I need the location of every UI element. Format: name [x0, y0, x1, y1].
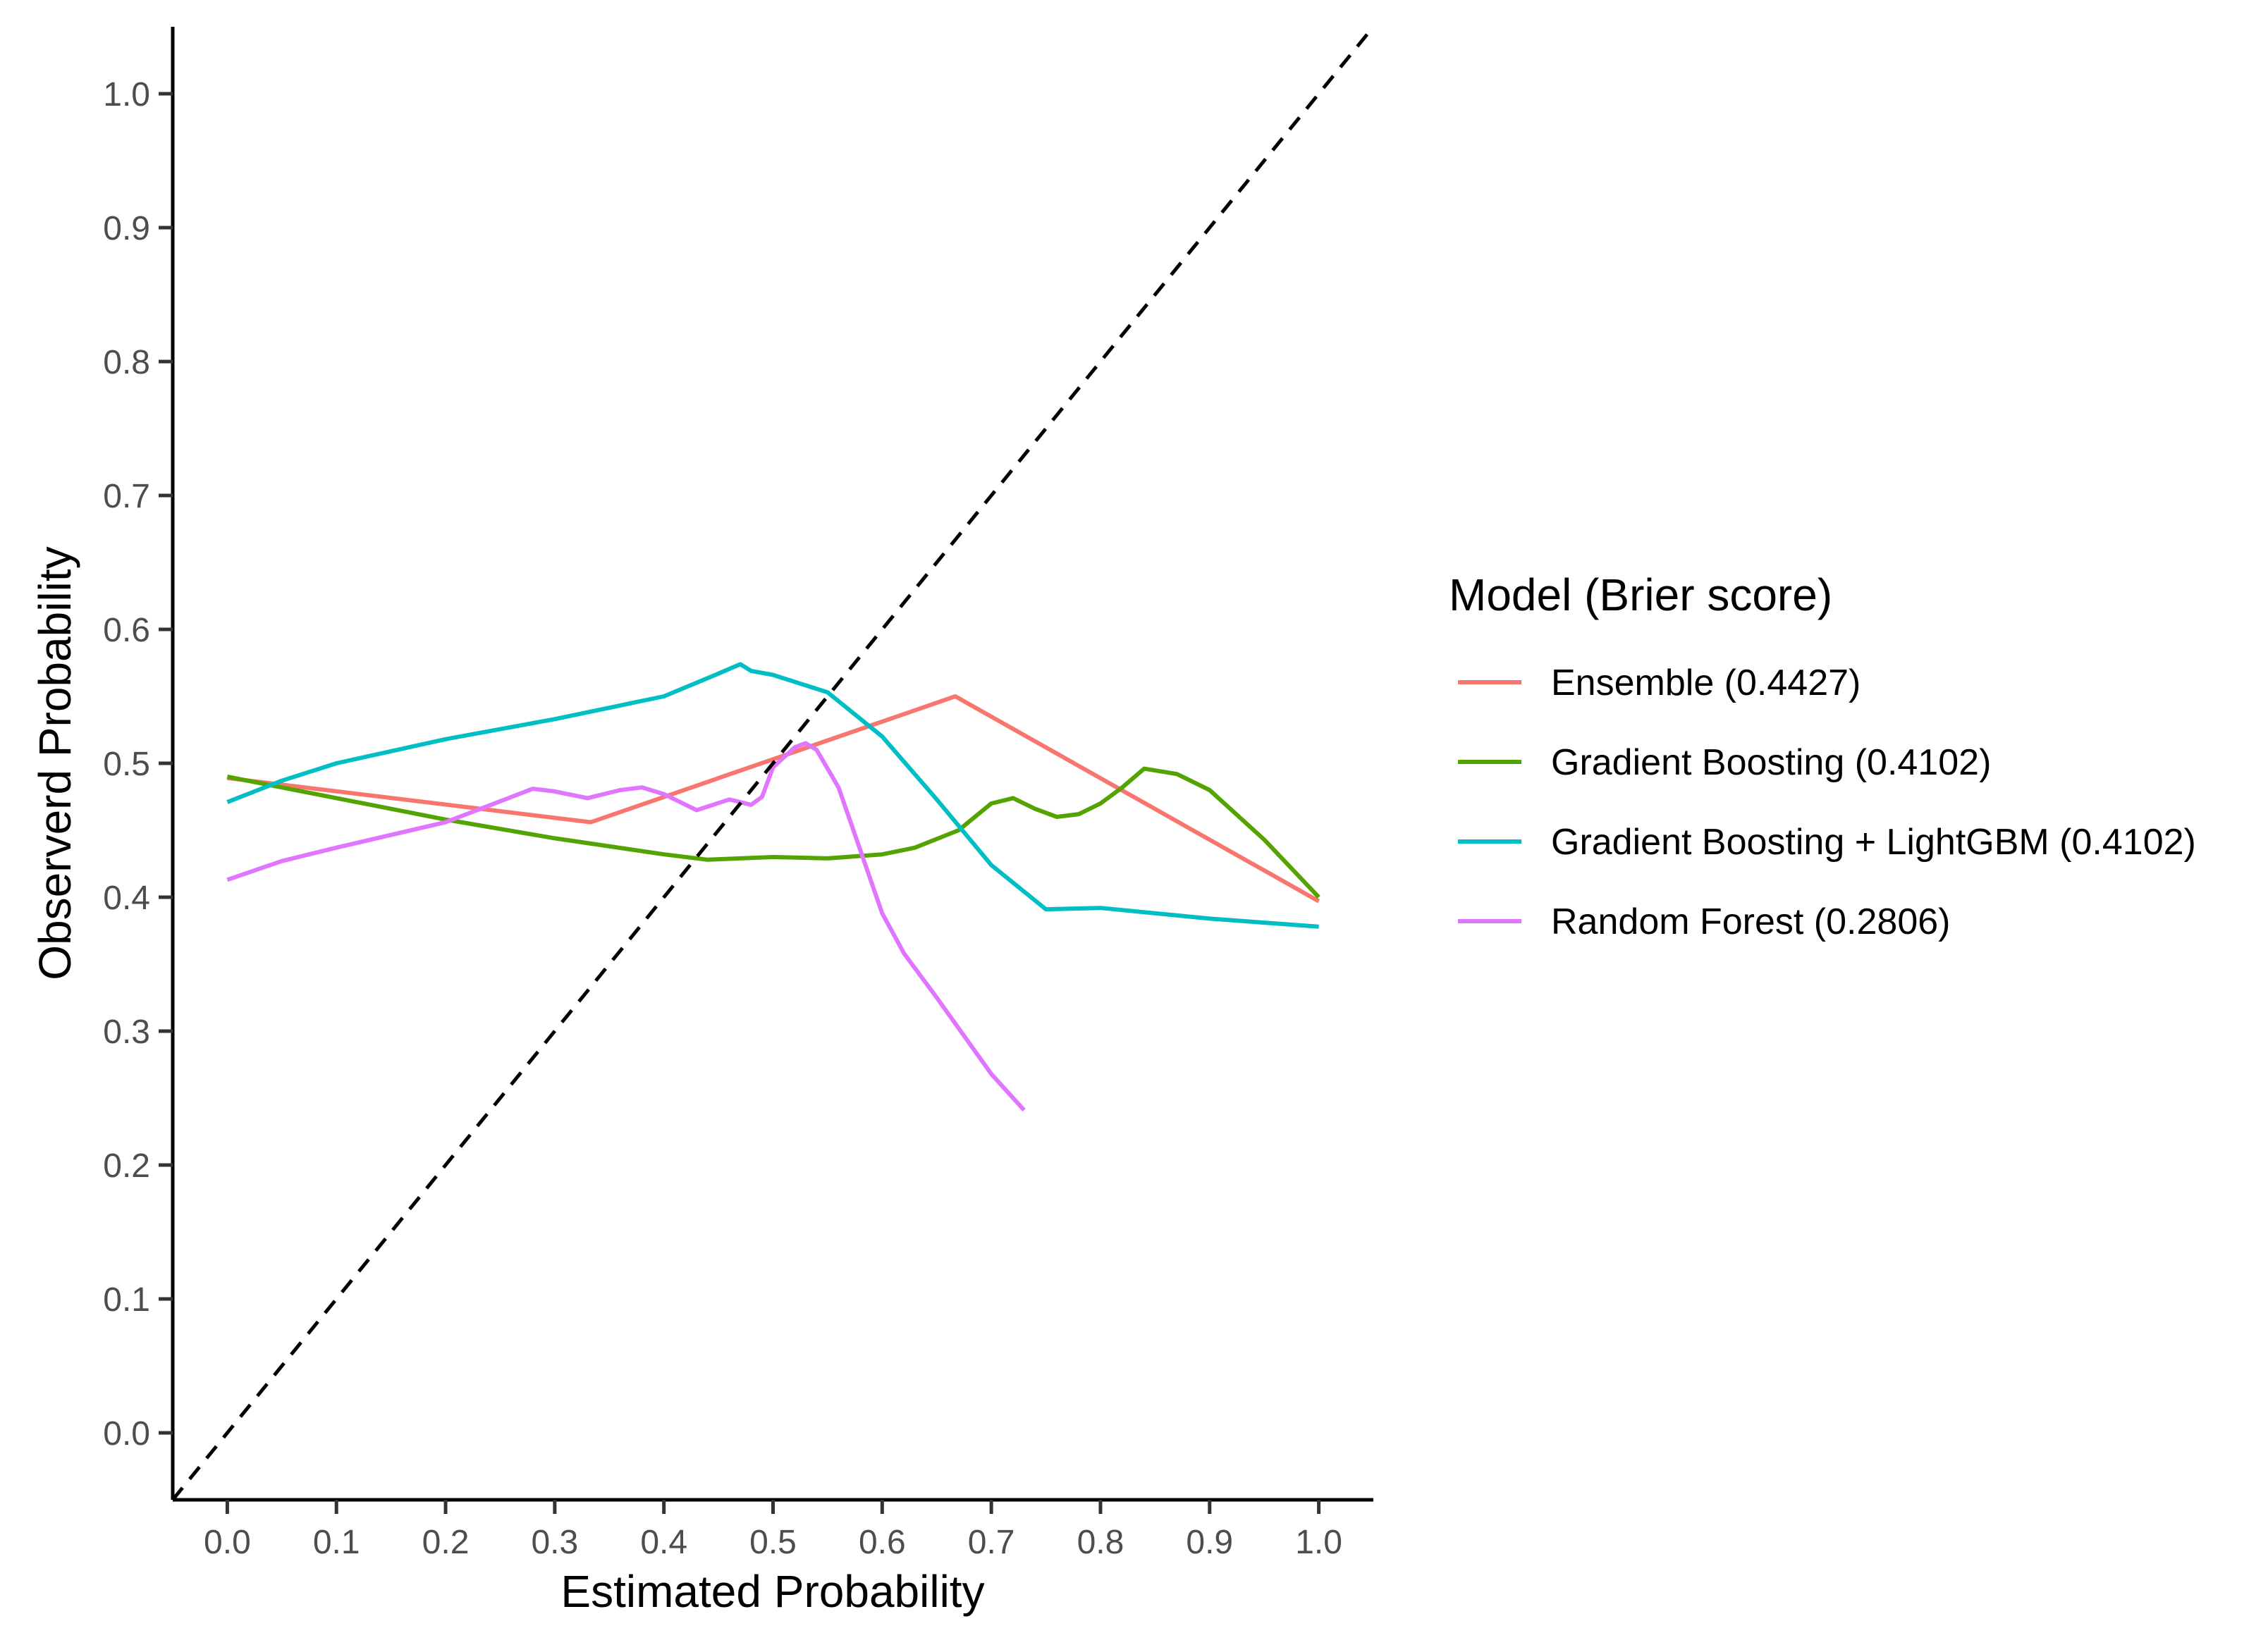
series-line-3 — [226, 741, 1026, 1112]
legend-label-2: Gradient Boosting + LightGBM (0.4102) — [1551, 822, 2196, 863]
x-axis-title: Estimated Probability — [560, 1566, 984, 1617]
y-tick-label: 0.2 — [103, 1147, 150, 1185]
y-tick-label: 0.9 — [103, 210, 150, 247]
series-layer — [226, 662, 1320, 1112]
y-tick-label: 1.0 — [103, 76, 150, 113]
legend: Model (Brier score) Ensemble (0.4427) Gra… — [1449, 569, 2196, 942]
y-axis-title: Observerd Probability — [30, 546, 80, 980]
y-tick-label: 0.7 — [103, 478, 150, 515]
legend-title: Model (Brier score) — [1449, 569, 1832, 620]
x-tick-label: 0.4 — [640, 1524, 687, 1561]
x-axis-ticks: 0.0 0.1 0.2 0.3 0.4 0.5 0.6 0.7 0.8 0.9 1.0 — [204, 1500, 1342, 1561]
x-tick-label: 0.3 — [531, 1524, 578, 1561]
legend-label-3: Random Forest (0.2806) — [1551, 901, 1951, 942]
y-tick-label: 0.1 — [103, 1281, 150, 1319]
reference-diagonal-line — [173, 27, 1373, 1500]
x-tick-label: 0.7 — [968, 1524, 1015, 1561]
legend-label-1: Gradient Boosting (0.4102) — [1551, 742, 1991, 783]
y-tick-label: 0.3 — [103, 1014, 150, 1051]
series-line-0 — [227, 694, 1320, 904]
x-tick-label: 0.8 — [1077, 1524, 1124, 1561]
y-axis-ticks: 0.0 0.1 0.2 0.3 0.4 0.5 0.6 0.7 0.8 0.9 1.0 — [103, 76, 173, 1453]
y-tick-label: 0.8 — [103, 344, 150, 381]
x-tick-label: 0.5 — [749, 1524, 797, 1561]
y-tick-label: 0.0 — [103, 1415, 150, 1453]
x-tick-label: 0.1 — [313, 1524, 360, 1561]
x-tick-label: 1.0 — [1295, 1524, 1342, 1561]
y-tick-label: 0.5 — [103, 746, 150, 783]
x-tick-label: 0.6 — [859, 1524, 906, 1561]
y-tick-label: 0.6 — [103, 612, 150, 649]
x-tick-label: 0.0 — [204, 1524, 251, 1561]
series-line-2 — [226, 662, 1319, 929]
x-tick-label: 0.9 — [1186, 1524, 1233, 1561]
y-tick-label: 0.4 — [103, 880, 150, 917]
series-line-1 — [226, 766, 1320, 899]
x-tick-label: 0.2 — [422, 1524, 470, 1561]
legend-label-0: Ensemble (0.4427) — [1551, 663, 1861, 703]
